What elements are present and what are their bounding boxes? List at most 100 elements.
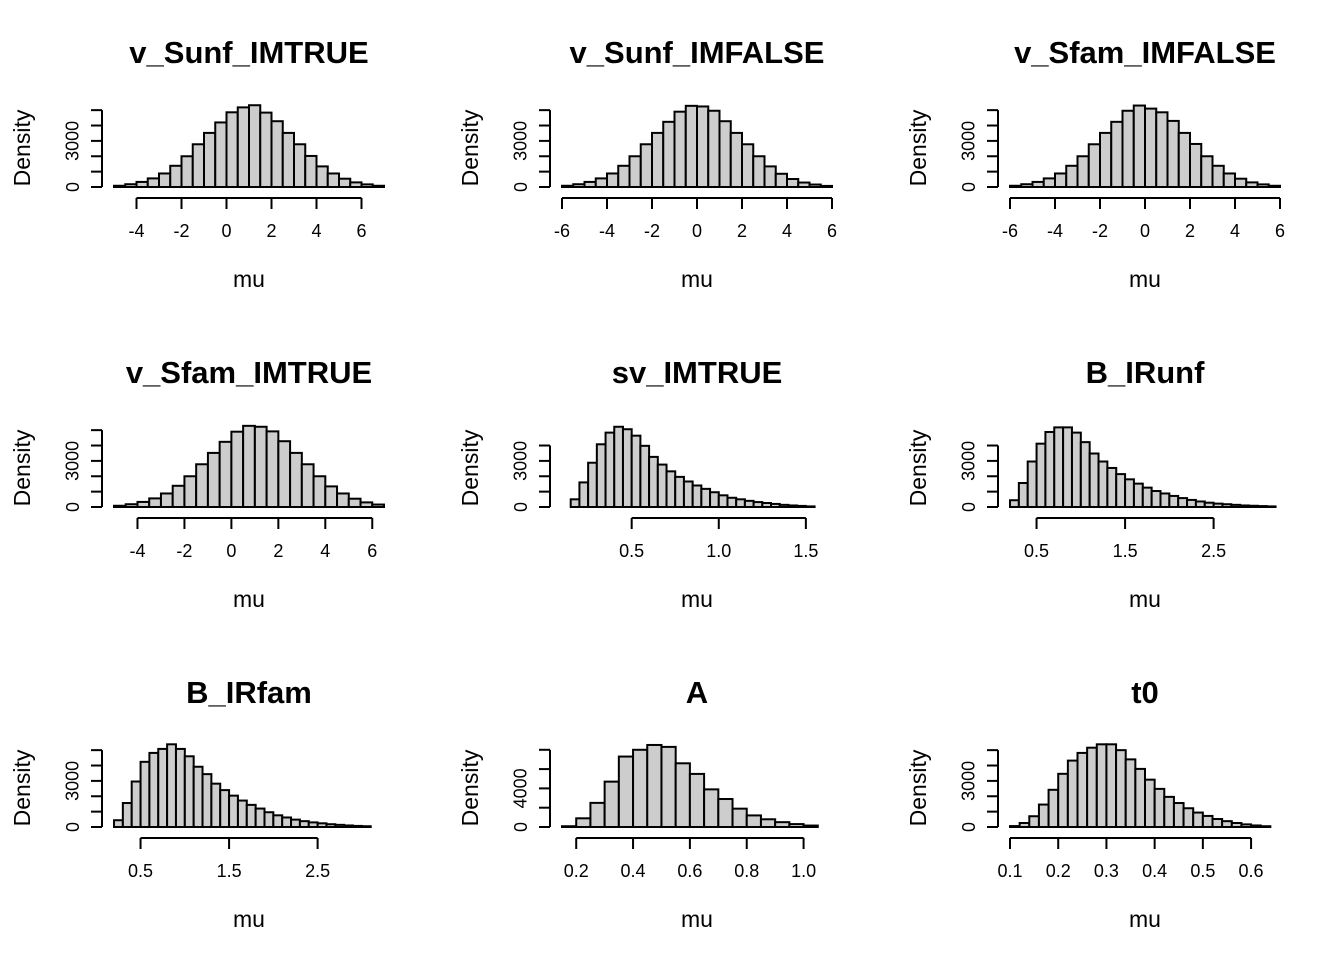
histogram-bar bbox=[1240, 823, 1253, 828]
histogram-bar bbox=[673, 110, 687, 188]
x-tick-label: 0.4 bbox=[621, 861, 646, 881]
histogram-bar bbox=[191, 143, 205, 189]
histogram-bar bbox=[136, 500, 151, 508]
histogram-bar bbox=[665, 470, 677, 508]
histogram-bar bbox=[648, 455, 659, 508]
y-tick-label: 0 bbox=[959, 502, 979, 512]
histogram-bar bbox=[1221, 820, 1233, 829]
histogram-panel: v_Sfam_IMFALSE -6 -4 -2 0 2 4 6 0 3000 mu Density bbox=[896, 0, 1344, 320]
histogram-bar bbox=[192, 765, 204, 828]
histogram-bar bbox=[272, 814, 284, 829]
chart-title: B_IRunf bbox=[1086, 355, 1206, 390]
histogram-bar bbox=[606, 172, 620, 189]
histogram-bar bbox=[802, 824, 819, 829]
histogram-bar bbox=[148, 497, 162, 508]
histogram-bar bbox=[230, 430, 245, 508]
histogram-bar bbox=[1079, 441, 1091, 508]
x-tick-label: -2 bbox=[176, 541, 192, 561]
histogram-bar bbox=[752, 501, 764, 509]
histogram-bar bbox=[761, 502, 773, 508]
histogram-bar bbox=[603, 780, 620, 828]
histogram-bar bbox=[289, 451, 303, 508]
histogram-bar bbox=[148, 751, 160, 828]
histogram-bar bbox=[1132, 104, 1146, 188]
histogram-bar bbox=[371, 503, 386, 508]
histogram-bar bbox=[613, 425, 624, 508]
histogram-bar bbox=[1115, 473, 1127, 508]
histogram-bar bbox=[674, 475, 685, 508]
x-tick-label: 1.0 bbox=[791, 861, 816, 881]
histogram-bar bbox=[281, 131, 295, 188]
y-tick-label: 0 bbox=[511, 502, 531, 512]
y-tick-label: 0 bbox=[959, 822, 979, 832]
histogram-bar bbox=[1018, 822, 1031, 828]
y-tick-label: 3000 bbox=[63, 761, 83, 801]
y-tick-label: 0 bbox=[63, 822, 83, 832]
y-axis-label: Density bbox=[905, 109, 931, 186]
histogram-bar bbox=[347, 497, 362, 508]
x-tick-label: 2.5 bbox=[305, 861, 330, 881]
histogram-bar bbox=[307, 821, 319, 828]
histogram-bar bbox=[696, 105, 710, 188]
histogram-bar bbox=[1186, 498, 1197, 508]
x-tick-label: 2 bbox=[737, 221, 747, 241]
histogram-bar bbox=[569, 498, 581, 508]
histogram-svg: B_IRfam 0.5 1.5 2.5 0 3000 mu Density bbox=[9, 675, 372, 932]
histogram-bar bbox=[338, 177, 352, 188]
histogram-bar bbox=[718, 120, 732, 188]
y-axis-label: Density bbox=[905, 429, 931, 506]
histogram-svg: v_Sfam_IMTRUE -4 -2 0 2 4 6 0 3000 mu Density bbox=[9, 355, 386, 612]
histogram-bar bbox=[245, 803, 257, 828]
x-axis-label: mu bbox=[233, 266, 265, 292]
histogram-bar bbox=[293, 143, 307, 189]
histogram-bar bbox=[651, 131, 665, 188]
x-tick-label: 0.5 bbox=[128, 861, 153, 881]
histogram-bar bbox=[691, 484, 703, 508]
histogram-bar bbox=[343, 824, 355, 829]
histogram-bar bbox=[265, 430, 280, 508]
histogram-bar bbox=[1047, 788, 1060, 829]
histogram-bar bbox=[281, 816, 293, 829]
histogram-bar bbox=[589, 801, 606, 828]
histogram-bar bbox=[1163, 795, 1175, 828]
histogram-bar bbox=[628, 155, 642, 188]
x-tick-label: 0.4 bbox=[1142, 861, 1167, 881]
histogram-bar bbox=[774, 172, 788, 188]
histogram-bar bbox=[349, 181, 363, 188]
histogram-bar bbox=[707, 109, 721, 188]
histogram-bar bbox=[1042, 177, 1056, 188]
x-tick-label: 6 bbox=[367, 541, 377, 561]
histogram-bar bbox=[1177, 131, 1191, 188]
x-tick-label: 0 bbox=[226, 541, 236, 561]
histogram-bar bbox=[130, 780, 142, 828]
histogram-bar bbox=[1124, 758, 1137, 828]
histogram-bar bbox=[158, 172, 172, 189]
histogram-bar bbox=[316, 822, 328, 828]
x-axis-label: mu bbox=[681, 586, 713, 612]
histogram-bar bbox=[752, 155, 766, 188]
histogram-svg: v_Sunf_IMTRUE -4 -2 0 2 4 6 0 3000 mu Density bbox=[9, 35, 385, 292]
x-tick-label: 6 bbox=[827, 221, 837, 241]
histogram-bar bbox=[1132, 482, 1144, 508]
histogram-bar bbox=[1124, 478, 1135, 509]
x-tick-label: 4 bbox=[782, 221, 792, 241]
histogram-bar bbox=[1230, 503, 1242, 509]
histogram-bar bbox=[1153, 787, 1166, 829]
x-tick-label: 0.8 bbox=[734, 861, 759, 881]
histogram-bar bbox=[1066, 759, 1079, 828]
x-tick-label: -4 bbox=[1047, 221, 1063, 241]
histogram-bar bbox=[788, 823, 805, 829]
histogram-bar bbox=[1248, 504, 1259, 509]
histogram-svg: v_Sfam_IMFALSE -6 -4 -2 0 2 4 6 0 3000 mu Density bbox=[905, 35, 1285, 292]
histogram-bar bbox=[1105, 743, 1118, 828]
histogram-bar bbox=[254, 807, 266, 828]
y-tick-label: 3000 bbox=[959, 441, 979, 481]
histogram-bar bbox=[1020, 183, 1034, 188]
histogram-bar bbox=[717, 494, 729, 509]
histogram-bar bbox=[632, 748, 649, 828]
histogram-bar bbox=[1009, 825, 1021, 829]
histogram-bar bbox=[1194, 500, 1206, 509]
histogram-bar bbox=[787, 504, 799, 509]
x-axis-label: mu bbox=[681, 906, 713, 932]
histogram-bar bbox=[121, 802, 133, 829]
